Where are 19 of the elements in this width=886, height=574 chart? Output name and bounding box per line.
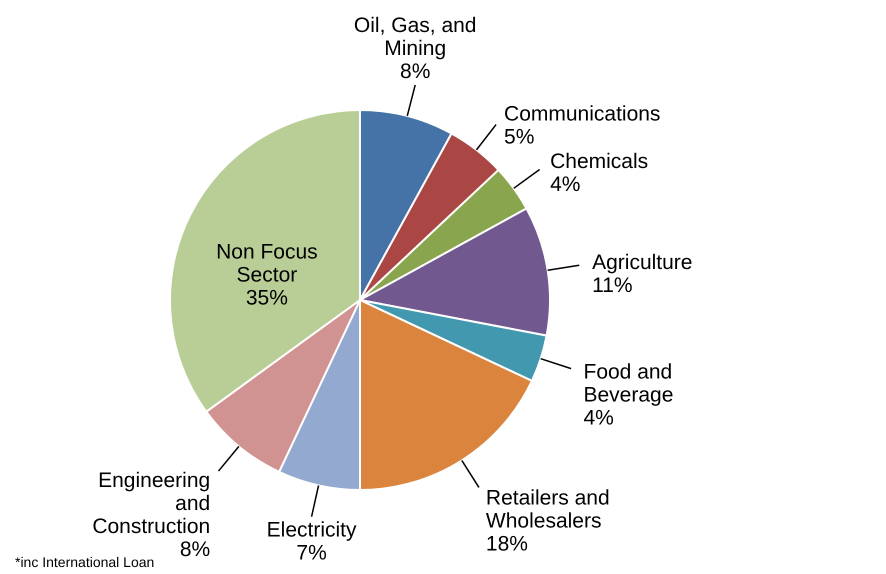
slice-label: Retailers and Wholesalers <box>486 486 610 532</box>
data-label: 8% <box>180 538 210 562</box>
slice-label: Chemicals <box>550 150 648 173</box>
data-label: 7% <box>296 542 327 565</box>
slice-label: Oil, Gas, and Mining <box>354 14 476 60</box>
slice-label: Electricity <box>266 518 357 542</box>
data-label: 8% <box>400 60 430 83</box>
slice-label: Agriculture <box>592 251 692 274</box>
slice-label: Non Focus Sector <box>216 240 318 287</box>
slice-label: Engineering and Construction <box>92 469 210 538</box>
data-label: 11% <box>592 274 633 298</box>
text: *inc International Loan <box>15 554 154 570</box>
data-label: 4% <box>584 406 614 430</box>
slice-label: Communications <box>504 102 660 126</box>
data-label: 35% <box>246 286 288 310</box>
data-label: 18% <box>486 532 528 556</box>
data-label: 5% <box>504 125 534 148</box>
slice-label: Food and Beverage <box>584 360 674 407</box>
data-label: 4% <box>550 172 580 196</box>
